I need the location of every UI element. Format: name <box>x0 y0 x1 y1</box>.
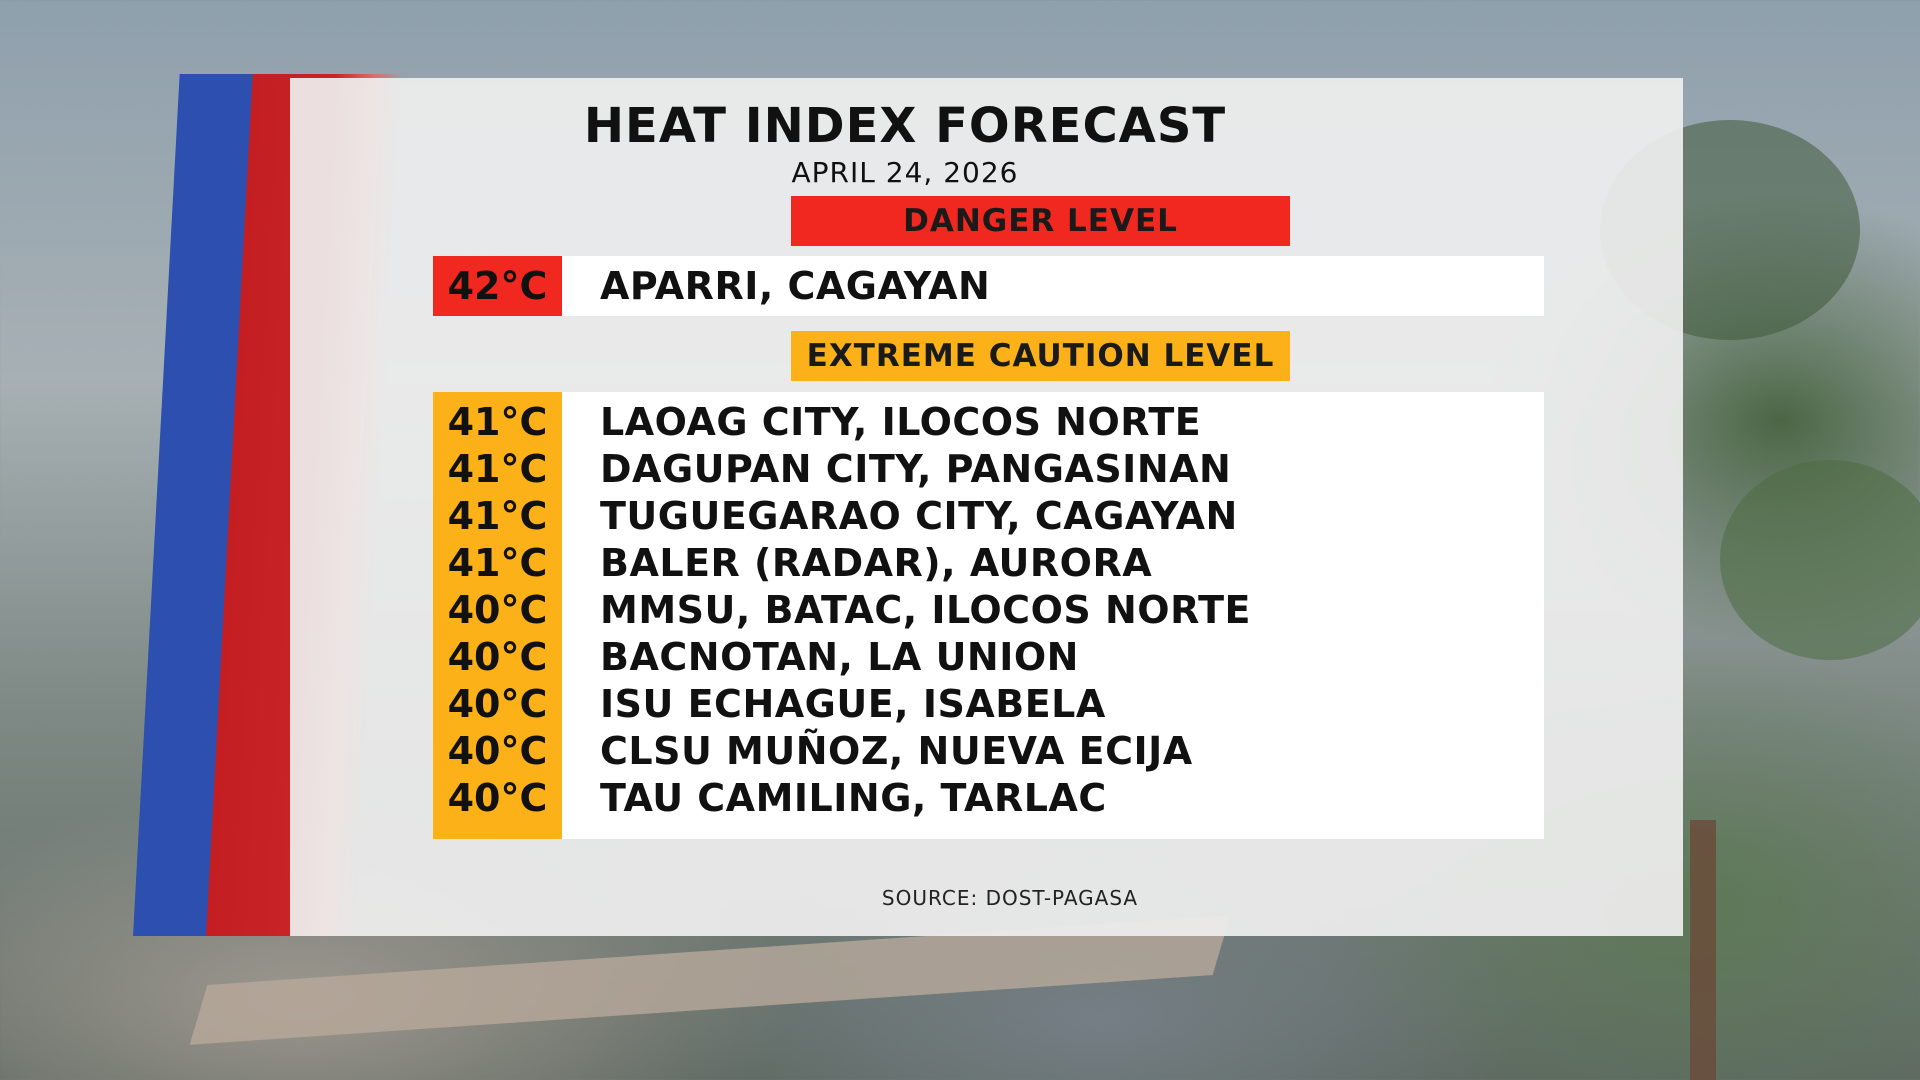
table-row: 40°C TAU CAMILING, TARLAC <box>433 774 1544 821</box>
background-foliage <box>1720 460 1920 660</box>
extreme-caution-level-label: EXTREME CAUTION LEVEL <box>791 331 1290 381</box>
table-row: 41°C BALER (RADAR), AURORA <box>433 539 1544 586</box>
location-name: DAGUPAN CITY, PANGASINAN <box>600 446 1232 491</box>
table-row: 40°C MMSU, BATAC, ILOCOS NORTE <box>433 586 1544 633</box>
location-name: TUGUEGARAO CITY, CAGAYAN <box>600 493 1238 538</box>
location-name: BACNOTAN, LA UNION <box>600 634 1079 679</box>
temperature-value: 41°C <box>447 399 548 444</box>
temperature-value: 42°C <box>447 263 548 308</box>
extreme-caution-table: 41°C LAOAG CITY, ILOCOS NORTE 41°C DAGUP… <box>433 392 1544 839</box>
temp-column <box>433 392 562 839</box>
forecast-date: APRIL 24, 2026 <box>791 156 1019 189</box>
background-pole <box>1690 820 1716 1080</box>
table-row: 40°C ISU ECHAGUE, ISABELA <box>433 680 1544 727</box>
table-row: 41°C TUGUEGARAO CITY, CAGAYAN <box>433 492 1544 539</box>
table-row: 41°C DAGUPAN CITY, PANGASINAN <box>433 445 1544 492</box>
table-row: 40°C BACNOTAN, LA UNION <box>433 633 1544 680</box>
source-credit: SOURCE: DOST-PAGASA <box>881 886 1139 910</box>
location-name: CLSU MUÑOZ, NUEVA ECIJA <box>600 728 1193 773</box>
temperature-value: 41°C <box>447 493 548 538</box>
temperature-value: 41°C <box>447 446 548 491</box>
temp-column <box>433 256 562 316</box>
location-name: LAOAG CITY, ILOCOS NORTE <box>600 399 1202 444</box>
table-row: 40°C CLSU MUÑOZ, NUEVA ECIJA <box>433 727 1544 774</box>
temperature-value: 40°C <box>447 634 548 679</box>
table-row: 41°C LAOAG CITY, ILOCOS NORTE <box>433 398 1544 445</box>
page-title: HEAT INDEX FORECAST <box>583 98 1227 154</box>
danger-table: 42°C APARRI, CAGAYAN <box>433 256 1544 316</box>
location-name: BALER (RADAR), AURORA <box>600 540 1153 585</box>
temperature-value: 40°C <box>447 728 548 773</box>
location-name: APARRI, CAGAYAN <box>600 263 991 308</box>
temperature-value: 40°C <box>447 775 548 820</box>
location-name: TAU CAMILING, TARLAC <box>600 775 1107 820</box>
location-name: ISU ECHAGUE, ISABELA <box>600 681 1106 726</box>
temperature-value: 40°C <box>447 587 548 632</box>
table-row: 42°C APARRI, CAGAYAN <box>433 262 1544 309</box>
location-name: MMSU, BATAC, ILOCOS NORTE <box>600 587 1252 632</box>
temperature-value: 40°C <box>447 681 548 726</box>
danger-level-label: DANGER LEVEL <box>791 196 1290 246</box>
temperature-value: 41°C <box>447 540 548 585</box>
